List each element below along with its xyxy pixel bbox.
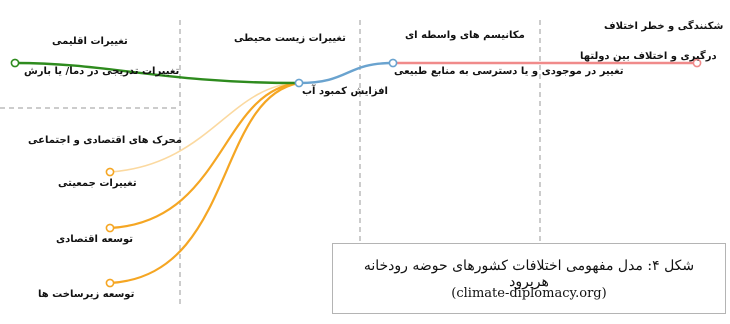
column-header-climate: تغییرات اقلیمی bbox=[52, 36, 128, 47]
column-dividers bbox=[0, 20, 541, 305]
links bbox=[14, 61, 697, 285]
node-resource-change bbox=[388, 58, 398, 68]
caption-source: (climate-diplomacy.org) bbox=[451, 286, 607, 301]
label-resource-change: تغییر در موجودی و یا دسترسی به منابع طبی… bbox=[394, 66, 624, 77]
nodes bbox=[10, 58, 702, 288]
node-water-stress bbox=[294, 78, 304, 88]
column-header-fragility: شکنندگی و خطر اختلاف bbox=[604, 21, 724, 32]
node-precip bbox=[10, 58, 20, 68]
label-population: تغییرات جمعیتی bbox=[58, 178, 137, 189]
caption-box: شکل ۴: مدل مفهومی اختلافات کشورهای حوضه … bbox=[332, 243, 726, 314]
link-socio-faint bbox=[109, 82, 300, 173]
node-infrastructure bbox=[105, 278, 115, 288]
column-header-environment: تغییرات زیست محیطی bbox=[234, 33, 346, 44]
label-conflict: درگیری و اختلاف بین دولتها bbox=[580, 51, 717, 62]
link-mechanism bbox=[298, 61, 394, 85]
node-economic bbox=[105, 223, 115, 233]
caption-title: شکل ۴: مدل مفهومی اختلافات کشورهای حوضه … bbox=[363, 258, 695, 290]
label-water-stress: افزایش کمبود آب bbox=[302, 86, 388, 97]
node-conflict bbox=[692, 58, 702, 68]
node-population bbox=[105, 167, 115, 177]
link-infrastructure bbox=[109, 81, 300, 285]
link-economic bbox=[109, 81, 300, 230]
label-precip: تغییرات تدریجی در دما/ یا بارش bbox=[24, 66, 180, 77]
label-infrastructure: توسعه زیرساخت ها bbox=[38, 289, 135, 300]
label-economic: توسعه اقتصادی bbox=[56, 234, 134, 245]
link-climate bbox=[14, 61, 300, 85]
section-header-socioeconomic: محرک های اقتصادی و اجتماعی bbox=[28, 135, 182, 146]
column-header-mechanisms: مکانیسم های واسطه ای bbox=[405, 30, 525, 41]
